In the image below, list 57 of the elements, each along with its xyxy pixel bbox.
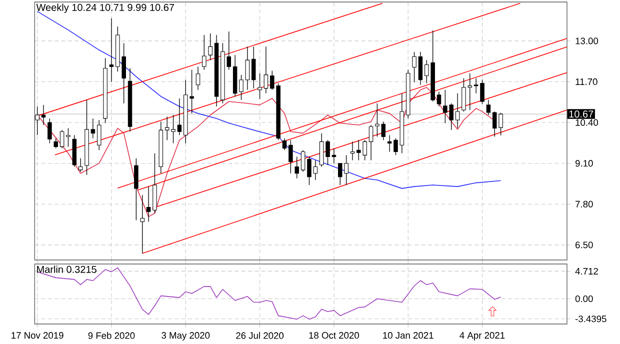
candlestick bbox=[294, 156, 299, 179]
x-tick-label: 9 Feb 2020 bbox=[88, 332, 135, 339]
candlestick bbox=[350, 141, 355, 161]
candlestick bbox=[282, 138, 287, 150]
candlestick bbox=[300, 150, 306, 172]
candlestick bbox=[486, 100, 491, 116]
x-tick-label: 10 Jan 2021 bbox=[383, 332, 434, 339]
y-tick-label: 7.80 bbox=[576, 200, 593, 208]
candlestick bbox=[455, 93, 460, 129]
candlestick bbox=[134, 158, 138, 220]
candlestick bbox=[41, 104, 46, 126]
candlestick bbox=[436, 91, 442, 107]
chart-title: Weekly 10.24 10.71 9.99 10.67 bbox=[36, 4, 174, 13]
candlestick bbox=[54, 138, 58, 149]
candlestick bbox=[258, 72, 262, 100]
candlestick bbox=[264, 46, 268, 94]
candlestick bbox=[196, 66, 200, 90]
candlestick bbox=[35, 106, 40, 136]
x-tick-label: 18 Oct 2020 bbox=[309, 332, 359, 339]
candlestick bbox=[96, 120, 102, 150]
line-series bbox=[36, 11, 502, 189]
x-tick-label: 4 Apr 2021 bbox=[460, 332, 505, 341]
candlestick bbox=[208, 33, 212, 60]
x-tick-label: 26 Jul 2020 bbox=[236, 332, 284, 339]
candlestick bbox=[332, 148, 336, 164]
x-tick-label: 17 Nov 2019 bbox=[12, 332, 64, 339]
y-tick-label: 0.00 bbox=[575, 295, 593, 302]
chart-title: Marlin 0.3215 bbox=[37, 266, 96, 273]
x-tick-label: 3 May 2020 bbox=[162, 332, 210, 341]
y-tick-label: 13.00 bbox=[576, 38, 598, 44]
y-tick-label: 4.712 bbox=[575, 268, 598, 274]
candlestick bbox=[251, 46, 256, 89]
candlestick bbox=[387, 134, 392, 152]
y-tick-label: 6.50 bbox=[576, 242, 593, 248]
candlestick bbox=[66, 128, 70, 148]
candlestick bbox=[412, 52, 416, 83]
line-series bbox=[36, 86, 496, 218]
ref-line-label: 10.67 bbox=[569, 110, 594, 118]
candlestick bbox=[78, 158, 83, 172]
candlestick bbox=[177, 98, 182, 136]
y-tick-label: 9.10 bbox=[575, 160, 593, 167]
candlestick bbox=[140, 194, 144, 254]
candlestick bbox=[109, 18, 114, 82]
candlestick bbox=[418, 52, 423, 86]
candlestick bbox=[288, 140, 293, 174]
candlestick bbox=[48, 118, 52, 144]
candlestick bbox=[146, 186, 151, 222]
y-tick-label: -3.4395 bbox=[575, 316, 606, 322]
candlestick bbox=[245, 46, 250, 90]
candlestick bbox=[60, 130, 64, 149]
line-series bbox=[36, 267, 502, 320]
y-tick-label: 10.40 bbox=[576, 119, 598, 126]
candlestick bbox=[202, 34, 206, 70]
y-tick-label: 11.70 bbox=[576, 78, 598, 86]
candlestick bbox=[368, 124, 374, 161]
candlestick bbox=[239, 74, 244, 100]
candlestick bbox=[90, 118, 96, 139]
